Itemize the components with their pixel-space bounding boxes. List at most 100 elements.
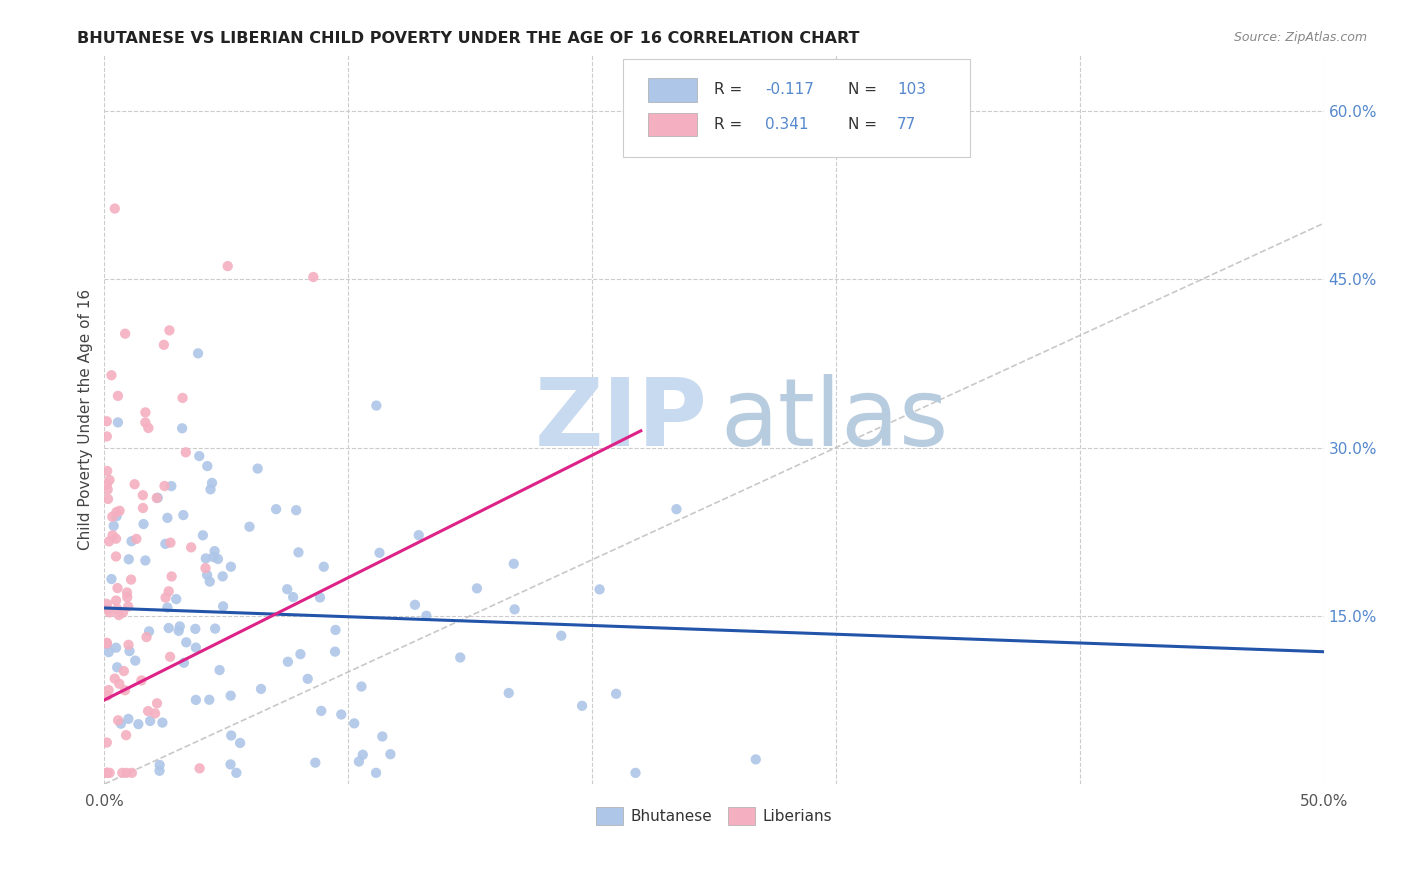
Point — [229, 736, 252, 750]
Point — [124, 654, 146, 668]
Point — [502, 557, 524, 571]
Point — [98, 765, 121, 780]
Point — [138, 421, 160, 435]
Point — [136, 704, 159, 718]
Point — [415, 608, 437, 623]
Text: atlas: atlas — [720, 374, 948, 466]
Point — [217, 259, 239, 273]
Point — [343, 716, 366, 731]
Point — [155, 537, 177, 551]
Point — [96, 735, 118, 749]
Point — [174, 635, 197, 649]
Point — [153, 479, 176, 493]
Point — [195, 568, 218, 582]
Point — [297, 672, 319, 686]
Point — [104, 202, 127, 216]
Point — [103, 519, 125, 533]
Point — [330, 707, 353, 722]
Point — [96, 637, 118, 651]
Point — [312, 559, 335, 574]
Point — [159, 649, 181, 664]
Point — [309, 591, 332, 605]
Point — [174, 445, 197, 459]
Point — [110, 716, 132, 731]
Point — [212, 599, 235, 614]
Point — [302, 270, 325, 285]
Point — [132, 488, 155, 502]
Point — [173, 656, 195, 670]
Point — [204, 544, 226, 558]
Point — [277, 655, 299, 669]
Point — [201, 475, 224, 490]
Point — [290, 647, 312, 661]
Point — [347, 755, 370, 769]
Point — [118, 552, 141, 566]
Point — [368, 546, 391, 560]
Point — [187, 346, 209, 360]
Point — [449, 650, 471, 665]
Point — [184, 693, 207, 707]
Point — [238, 519, 260, 533]
Point — [172, 508, 194, 522]
Point — [132, 501, 155, 516]
Point — [198, 574, 221, 589]
Text: Source: ZipAtlas.com: Source: ZipAtlas.com — [1233, 31, 1367, 45]
Point — [149, 758, 172, 772]
Point — [188, 761, 211, 775]
Point — [165, 592, 187, 607]
Point — [366, 399, 388, 413]
Point — [204, 622, 226, 636]
Point — [364, 765, 387, 780]
Point — [219, 689, 242, 703]
Point — [169, 619, 191, 633]
Point — [134, 405, 156, 419]
Point — [105, 660, 128, 674]
Point — [118, 644, 141, 658]
Point — [117, 591, 139, 605]
Point — [121, 765, 143, 780]
FancyBboxPatch shape — [648, 78, 697, 102]
Point — [98, 534, 121, 549]
Point — [117, 599, 139, 614]
Point — [571, 698, 593, 713]
Text: N =: N = — [848, 82, 877, 97]
Legend: Bhutanese, Liberians: Bhutanese, Liberians — [589, 801, 838, 831]
Point — [287, 545, 309, 559]
Point — [184, 640, 207, 655]
Point — [550, 629, 572, 643]
Point — [115, 765, 138, 780]
Point — [146, 696, 169, 710]
Point — [225, 765, 247, 780]
Point — [281, 590, 304, 604]
Point — [153, 338, 176, 352]
Point — [207, 552, 229, 566]
Point — [159, 535, 181, 549]
Point — [408, 528, 430, 542]
Point — [404, 598, 426, 612]
Point — [503, 602, 526, 616]
Point — [105, 593, 128, 607]
Point — [156, 511, 179, 525]
Point — [114, 326, 136, 341]
Text: R =: R = — [714, 82, 742, 97]
FancyBboxPatch shape — [623, 59, 970, 157]
Point — [104, 672, 127, 686]
Point — [180, 541, 202, 555]
Point — [97, 645, 120, 659]
Point — [156, 600, 179, 615]
Point — [96, 464, 118, 478]
Point — [104, 549, 127, 564]
Point — [211, 569, 233, 583]
Point — [111, 606, 134, 620]
Point — [105, 602, 128, 616]
Point — [195, 459, 218, 474]
Point — [108, 677, 131, 691]
Text: BHUTANESE VS LIBERIAN CHILD POVERTY UNDER THE AGE OF 16 CORRELATION CHART: BHUTANESE VS LIBERIAN CHILD POVERTY UNDE… — [77, 31, 860, 46]
Point — [198, 692, 221, 706]
Point — [107, 581, 129, 595]
Point — [624, 765, 647, 780]
Point — [304, 756, 326, 770]
Point — [124, 477, 146, 491]
Point — [202, 549, 225, 564]
Point — [276, 582, 298, 597]
